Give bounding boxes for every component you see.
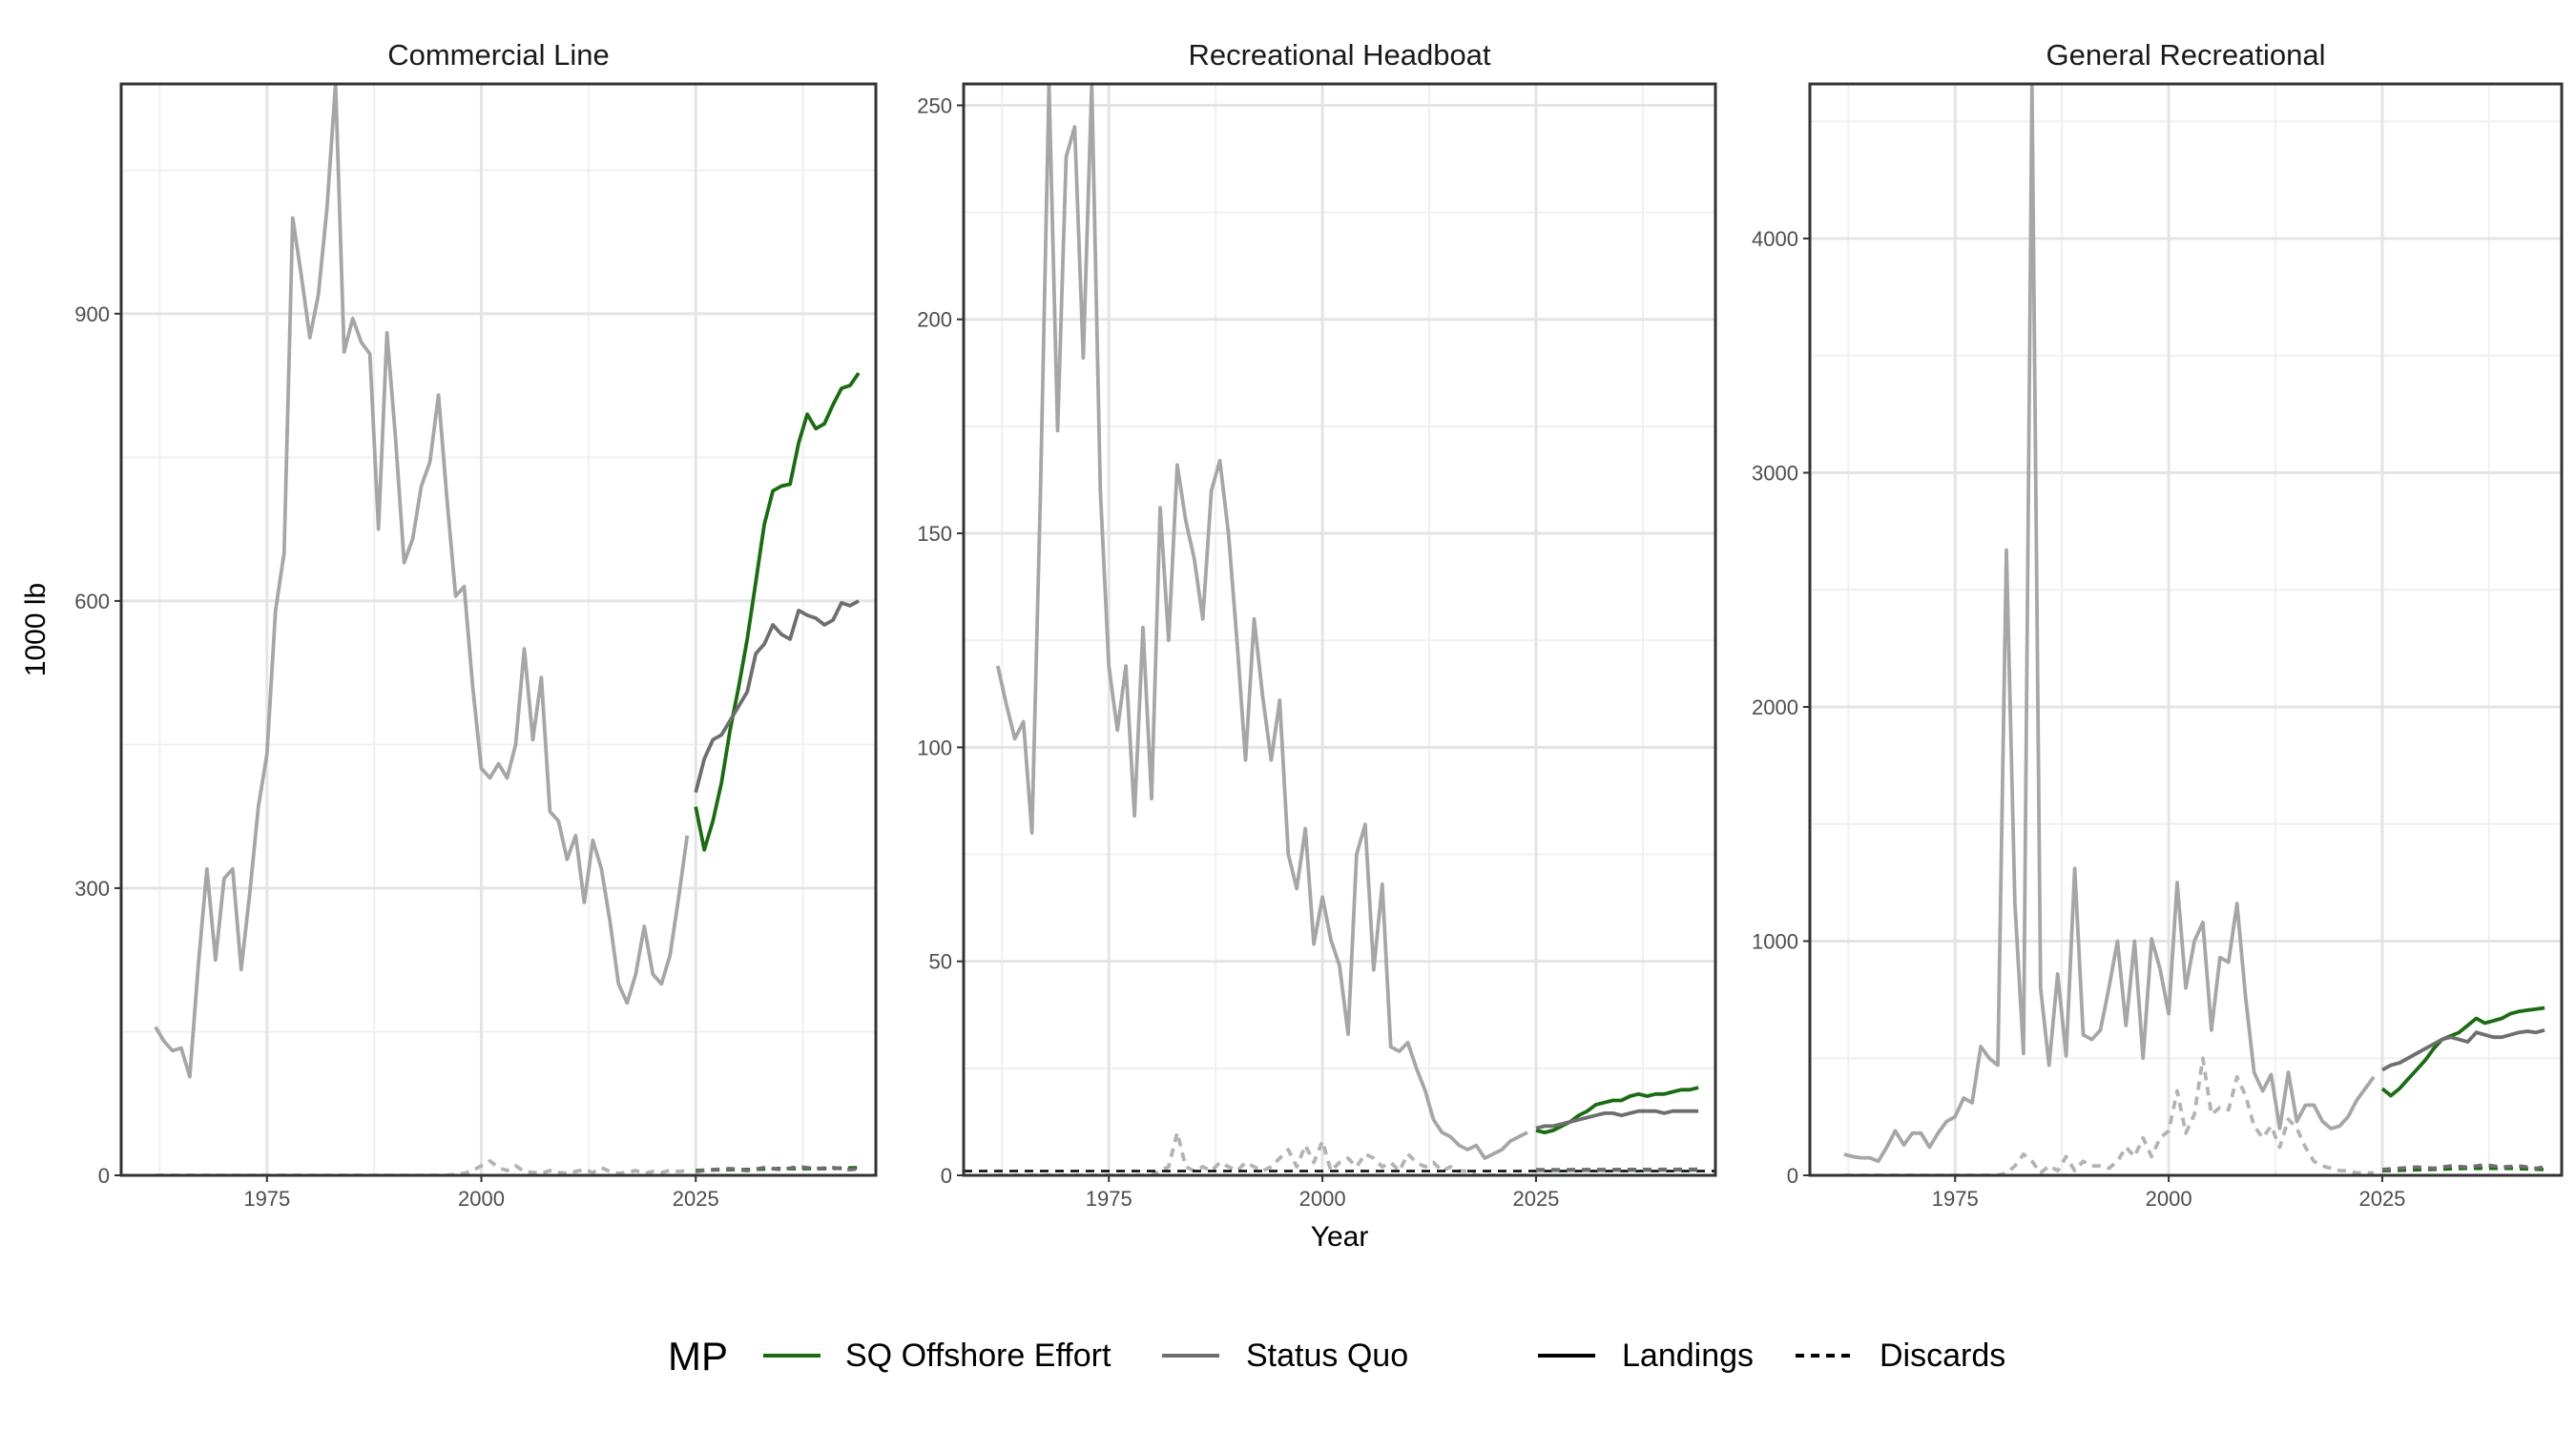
x-tick-label: 2025 xyxy=(673,1187,719,1211)
x-tick-label: 2025 xyxy=(2358,1187,2405,1211)
y-tick-label: 1000 xyxy=(1752,930,1798,954)
series-historical-discards xyxy=(997,1130,1527,1175)
x-tick-label: 2025 xyxy=(1512,1187,1559,1211)
x-axis-title: Year xyxy=(1311,1221,1369,1253)
legend-label-status-quo: Status Quo xyxy=(1246,1338,1408,1374)
y-tick-label: 3000 xyxy=(1752,462,1798,486)
series-historical-discards xyxy=(156,1159,688,1175)
panel-border xyxy=(962,82,1717,1177)
y-tick-label: 4000 xyxy=(1752,227,1798,251)
y-axis-title: 1000 lb xyxy=(20,583,52,676)
x-tick-label: 2000 xyxy=(2146,1187,2192,1211)
series-historical-landings xyxy=(1843,84,2376,1164)
x-tick-label: 1975 xyxy=(1086,1187,1132,1211)
legend: MP SQ Offshore Effort Status Quo Landing… xyxy=(668,1334,2005,1379)
legend-label-landings: Landings xyxy=(1622,1338,1754,1374)
y-tick-label: 200 xyxy=(917,308,952,332)
x-tick-label: 1975 xyxy=(1932,1187,1979,1211)
panel-general-recreational: General Recreational 0 1000 2000 3000 4000 197… xyxy=(1752,38,2564,1211)
y-tick-label: 250 xyxy=(917,93,952,117)
panel-title: Commercial Line xyxy=(387,38,610,72)
series-historical-landings xyxy=(154,84,690,1079)
y-tick-label: 50 xyxy=(929,950,952,974)
y-tick-label: 0 xyxy=(98,1164,110,1188)
x-tick-label: 2000 xyxy=(458,1187,505,1211)
y-tick-label: 150 xyxy=(917,522,952,546)
legend-title: MP xyxy=(668,1334,728,1379)
panel-title: General Recreational xyxy=(2046,38,2326,72)
series-layer xyxy=(964,84,1715,1175)
series-sq-offshore-effort-discards xyxy=(2381,1166,2545,1172)
y-tick-label: 100 xyxy=(917,736,952,759)
series-status-quo-discards xyxy=(1535,1167,1699,1172)
series-status-quo xyxy=(2381,1027,2545,1072)
y-tick-label: 600 xyxy=(74,590,110,613)
legend-label-sq-offshore-effort: SQ Offshore Effort xyxy=(845,1338,1111,1374)
series-status-quo-discards xyxy=(2381,1163,2545,1172)
panel-title: Recreational Headboat xyxy=(1188,38,1490,72)
series-layer xyxy=(154,84,861,1175)
series-status-quo xyxy=(694,599,860,794)
series-sq-offshore-effort xyxy=(2380,1006,2545,1098)
y-tick-label: 0 xyxy=(941,1164,952,1188)
y-tick-label: 300 xyxy=(74,877,110,901)
series-sq-offshore-effort xyxy=(694,372,861,852)
x-tick-label: 2000 xyxy=(1299,1187,1346,1211)
grid xyxy=(964,84,1715,1177)
series-historical-discards xyxy=(1843,1056,2374,1175)
panel-commercial-line: Commercial Line 0 300 600 900 1975 2000 2025 xyxy=(74,38,878,1211)
panel-border xyxy=(1808,82,2564,1177)
legend-label-discards: Discards xyxy=(1880,1338,2005,1374)
y-tick-label: 2000 xyxy=(1752,695,1798,719)
y-tick-label: 900 xyxy=(74,302,110,326)
x-tick-label: 1975 xyxy=(243,1187,290,1211)
series-layer xyxy=(1843,84,2545,1175)
panel-border xyxy=(119,82,878,1177)
series-historical-landings xyxy=(995,84,1528,1160)
series-status-quo xyxy=(1535,1109,1699,1130)
series-status-quo-discards xyxy=(695,1165,860,1173)
panel-recreational-headboat: Recreational Headboat 0 50 100 150 200 250 1975… xyxy=(917,38,1717,1211)
y-tick-label: 0 xyxy=(1787,1164,1798,1188)
